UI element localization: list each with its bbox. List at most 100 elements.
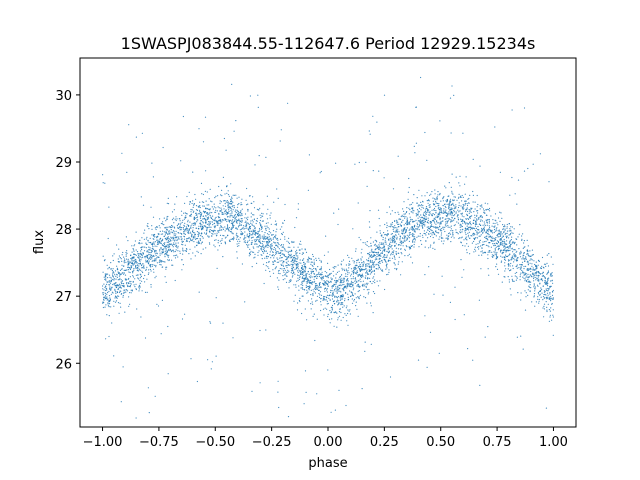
data-point bbox=[292, 270, 294, 272]
data-point bbox=[439, 120, 441, 122]
data-point bbox=[222, 176, 224, 178]
data-point bbox=[209, 213, 211, 215]
data-point bbox=[482, 208, 485, 210]
data-point bbox=[313, 259, 315, 261]
data-point bbox=[400, 244, 402, 246]
data-point bbox=[308, 261, 310, 263]
data-point bbox=[146, 260, 149, 262]
data-point bbox=[440, 212, 443, 214]
data-point bbox=[219, 216, 221, 218]
data-point bbox=[447, 226, 449, 228]
data-point bbox=[479, 223, 481, 225]
data-point bbox=[205, 220, 207, 222]
data-point bbox=[484, 336, 486, 338]
data-point bbox=[137, 253, 139, 255]
data-point bbox=[391, 221, 393, 224]
data-point bbox=[144, 246, 146, 248]
data-point bbox=[102, 271, 104, 273]
data-point bbox=[440, 221, 442, 223]
data-point bbox=[546, 282, 548, 284]
data-point bbox=[237, 204, 239, 206]
data-point bbox=[548, 181, 550, 183]
data-point bbox=[391, 233, 393, 235]
data-point bbox=[400, 224, 403, 227]
data-point bbox=[182, 253, 184, 255]
data-point bbox=[306, 289, 308, 291]
data-point bbox=[144, 281, 146, 283]
data-point bbox=[256, 217, 258, 220]
data-point bbox=[335, 277, 337, 279]
data-point bbox=[527, 167, 529, 170]
data-point bbox=[277, 197, 279, 199]
data-point bbox=[193, 222, 195, 224]
data-point bbox=[516, 271, 518, 274]
data-point bbox=[172, 237, 174, 239]
data-point bbox=[232, 224, 234, 226]
data-point bbox=[143, 277, 145, 280]
data-point bbox=[154, 395, 156, 397]
data-point bbox=[492, 232, 494, 234]
data-point bbox=[232, 233, 234, 235]
data-point bbox=[467, 210, 469, 213]
data-point bbox=[508, 264, 510, 266]
data-point bbox=[227, 201, 230, 203]
data-point bbox=[154, 241, 156, 243]
data-point bbox=[103, 283, 105, 285]
data-point bbox=[452, 193, 454, 195]
data-point bbox=[144, 337, 147, 339]
data-point bbox=[252, 196, 254, 198]
data-point bbox=[511, 251, 514, 253]
data-point bbox=[229, 215, 231, 217]
data-point bbox=[550, 300, 552, 302]
data-point bbox=[183, 230, 185, 232]
data-point bbox=[548, 253, 550, 255]
data-point bbox=[342, 284, 344, 286]
data-point bbox=[398, 233, 400, 235]
data-point bbox=[391, 244, 393, 247]
data-point bbox=[512, 241, 514, 243]
data-point bbox=[178, 227, 180, 229]
data-point bbox=[304, 249, 306, 251]
data-point bbox=[465, 176, 467, 178]
data-point bbox=[139, 277, 141, 279]
data-point bbox=[346, 284, 348, 286]
data-point bbox=[511, 280, 514, 282]
data-point bbox=[412, 209, 414, 211]
data-point bbox=[546, 292, 549, 294]
data-point bbox=[145, 247, 147, 249]
data-point bbox=[146, 266, 148, 268]
data-point bbox=[333, 275, 335, 277]
data-point bbox=[486, 220, 488, 222]
data-point bbox=[339, 297, 341, 299]
data-point bbox=[177, 232, 180, 234]
data-point bbox=[260, 228, 262, 230]
data-point bbox=[130, 283, 132, 285]
data-point bbox=[157, 239, 159, 241]
data-point bbox=[436, 196, 438, 198]
data-point bbox=[527, 294, 529, 296]
data-point bbox=[476, 219, 478, 221]
data-point bbox=[420, 209, 422, 211]
data-point bbox=[404, 240, 406, 242]
data-point bbox=[509, 234, 511, 236]
data-point bbox=[318, 296, 321, 299]
data-point bbox=[254, 228, 256, 230]
data-point bbox=[332, 300, 335, 303]
data-point bbox=[376, 121, 378, 123]
data-point bbox=[361, 248, 363, 250]
data-point bbox=[496, 243, 498, 245]
data-point bbox=[316, 393, 318, 395]
data-point bbox=[251, 219, 253, 221]
data-point bbox=[340, 298, 342, 300]
data-point bbox=[545, 281, 547, 283]
data-point bbox=[224, 243, 227, 245]
data-point bbox=[506, 223, 508, 226]
data-point bbox=[391, 241, 393, 244]
data-point bbox=[341, 260, 343, 262]
data-point bbox=[347, 280, 349, 282]
data-point bbox=[292, 266, 294, 268]
data-point bbox=[141, 132, 143, 134]
data-point bbox=[327, 283, 329, 285]
data-point bbox=[220, 225, 222, 227]
data-point bbox=[135, 417, 137, 419]
